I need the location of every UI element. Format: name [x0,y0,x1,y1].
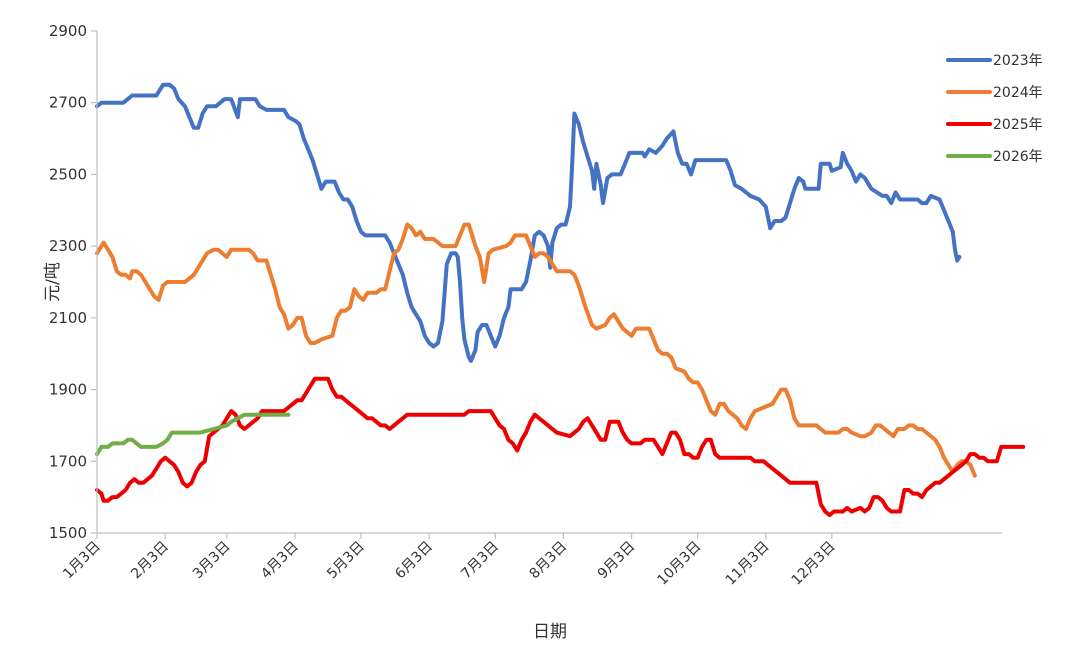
y-tick-label: 1700 [49,452,87,470]
legend-label: 2024年 [993,85,1043,101]
x-tick-label: 9月3日 [595,539,639,583]
legend-label: 2025年 [993,117,1043,133]
y-tick-label: 2100 [49,309,87,327]
x-tick-label: 1月3日 [60,539,104,583]
y-tick-label: 2700 [49,94,87,112]
y-tick-label: 2900 [49,22,87,40]
x-tick-label: 8月3日 [527,539,571,583]
legend: 2023年 2024年 2025年 2026年 [946,53,1043,165]
legend-label: 2026年 [993,149,1043,165]
x-tick-label: 11月3日 [723,539,773,589]
y-tick-label: 2500 [49,165,87,183]
x-tick-label: 10月3日 [654,539,704,589]
series-line-2024年 [95,222,977,478]
y-tick-label: 2300 [49,237,87,255]
x-tick-label: 6月3日 [392,539,436,583]
series-line-2026年 [95,412,291,457]
series-line-2023年 [95,82,962,363]
x-tick-label: 5月3日 [324,539,368,583]
series-line-2025年 [95,376,1026,518]
x-tick-label: 7月3日 [458,539,502,583]
y-axis-title: 元/吨 [43,262,63,302]
y-axis-ticks: 1500 1700 1900 2100 2300 2500 2700 2900 [49,22,97,542]
x-tick-label: 12月3日 [789,539,839,589]
x-tick-label: 2月3日 [128,539,172,583]
x-axis-ticks: 1月3日 2月3日 3月3日 4月3日 5月3日 6月3日 7月3日 8月3日 9月3日 10月3… [60,533,839,589]
x-axis-title: 日期 [533,622,567,642]
y-tick-label: 1500 [49,524,87,542]
x-tick-label: 3月3日 [190,539,234,583]
y-tick-label: 1900 [49,381,87,399]
plot-series-group [95,82,1026,518]
x-tick-label: 4月3日 [258,539,302,583]
legend-label: 2023年 [993,53,1043,69]
